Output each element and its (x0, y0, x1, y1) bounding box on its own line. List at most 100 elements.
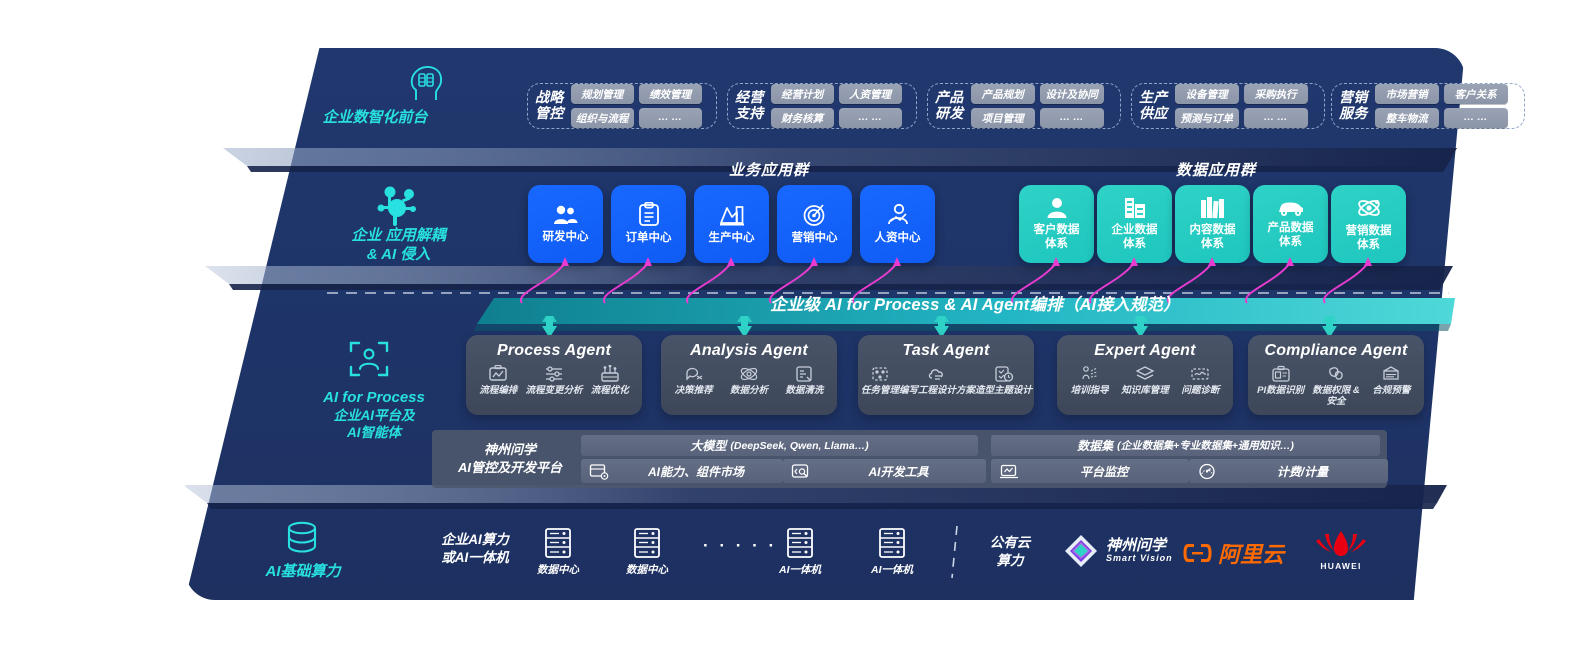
app-card-marketing[interactable]: 营销中心 (777, 185, 852, 263)
chip[interactable]: 采购执行 (1243, 84, 1308, 104)
agent-task-item-0[interactable]: 任务管理 (861, 365, 899, 397)
platform-dev-tools[interactable]: AI开发工具 (783, 459, 986, 483)
vendor-smartvision-cn: 神州问学 (1106, 536, 1167, 554)
chip[interactable]: 绩效管理 (638, 84, 702, 104)
chip[interactable]: 设计及协同 (1039, 84, 1104, 104)
agent-compliance-item-0[interactable]: PI数据识别 (1253, 365, 1308, 397)
agent-card-analysis[interactable]: Analysis Agent 决策推荐 数据分析 数据清洗 (661, 335, 837, 415)
platform-dataset-bar[interactable]: 数据集 (企业数据集+专业数据集+通用知识…) (991, 435, 1380, 456)
agent-card-compliance[interactable]: Compliance Agent PI数据识别 数据权限 & 安全 合规预警 (1248, 335, 1424, 415)
agent-task-item-2[interactable]: 造型主题设计 (975, 365, 1032, 397)
components-market-icon (589, 463, 609, 480)
domain-group-2[interactable]: 产品 研发 产品规划 设计及协同 项目管理 … … (927, 83, 1121, 129)
chip[interactable]: … … (638, 108, 702, 128)
infra-public-cloud-l1: 公有云 (989, 535, 1031, 550)
chip[interactable]: 预测与订单 (1174, 108, 1239, 128)
chip[interactable]: 客户关系 (1443, 84, 1508, 104)
agent-card-process[interactable]: Process Agent 流程编排 流程变更分析 流程优化 (466, 335, 642, 415)
domain-group-3[interactable]: 生产 供应 设备管理 采购执行 预测与订单 … … (1131, 83, 1325, 129)
domain-group-2-chips: 产品规划 设计及协同 项目管理 … … (970, 84, 1104, 128)
agent-process-item-2[interactable]: 流程优化 (583, 365, 638, 397)
vendor-aliyun[interactable]: 阿里云 (1183, 537, 1284, 569)
infra-node-1[interactable]: 数据中心 (617, 527, 677, 577)
agent-task-item-1[interactable]: 编写工程设计方案 (899, 365, 975, 397)
chip[interactable]: … … (1039, 108, 1104, 128)
server-rack-icon (632, 527, 662, 559)
domain-group-0-chips: 规划管理 绩效管理 组织与流程 … … (570, 84, 702, 128)
infra-node-4[interactable]: AI一体机 (862, 527, 922, 577)
chip[interactable]: 项目管理 (970, 108, 1035, 128)
chip[interactable]: 规划管理 (570, 84, 634, 104)
agent-compliance-item-2[interactable]: 合规预警 (1364, 365, 1419, 397)
car-icon (1277, 199, 1305, 217)
domain-group-1-name: 经营 支持 (735, 89, 764, 121)
platform-dataset-sub: (企业数据集+专业数据集+通用知识…) (1117, 440, 1294, 452)
smartvision-logo-icon (1062, 532, 1100, 570)
agent-analysis-item-0[interactable]: 决策推荐 (666, 365, 721, 397)
cloud-write-icon (927, 365, 947, 383)
connector-arrows (519, 257, 1372, 304)
vendor-smartvision[interactable]: 神州问学 Smart Vision (1062, 532, 1173, 570)
platform-billing-label: 计费/计量 (1276, 464, 1329, 479)
agent-down-arrows (542, 316, 1337, 338)
platform-components-market[interactable]: AI能力、组件市场 (581, 459, 783, 483)
app-card-rd[interactable]: 研发中心 (528, 185, 603, 263)
chip[interactable]: 人资管理 (838, 84, 902, 104)
platform-llm-bar[interactable]: 大模型 (DeepSeek, Qwen, Llama…) (581, 435, 978, 456)
agent-compliance-item-1[interactable]: 数据权限 & 安全 (1308, 365, 1363, 408)
data-card-product[interactable]: 产品数据 体系 (1253, 185, 1328, 263)
infra-public-cloud: 公有云 算力 (975, 534, 1045, 570)
domain-group-1[interactable]: 经营 支持 经营计划 人资管理 财务核算 … … (727, 83, 917, 129)
platform-billing[interactable]: 计费/计量 (1189, 459, 1388, 483)
app-card-production-label: 生产中心 (708, 231, 755, 244)
server-rack-icon (785, 527, 815, 559)
agent-analysis-item-2[interactable]: 数据清洗 (777, 365, 832, 397)
domain-group-4[interactable]: 营销 服务 市场营销 客户关系 整车物流 … … (1331, 83, 1525, 129)
chip[interactable]: 整车物流 (1374, 108, 1439, 128)
data-card-marketing[interactable]: 营销数据 体系 (1331, 185, 1406, 263)
chip[interactable]: … … (838, 108, 902, 128)
app-card-order[interactable]: 订单中心 (611, 185, 686, 263)
data-card-content[interactable]: 内容数据 体系 (1175, 185, 1250, 263)
data-card-enterprise[interactable]: 企业数据 体系 (1097, 185, 1172, 263)
agent-expert-item-2[interactable]: 问题诊断 (1173, 365, 1228, 397)
domain-group-4-name: 营销 服务 (1339, 89, 1368, 121)
server-rack-icon (543, 527, 573, 559)
data-card-enterprise-l1: 企业数据 (1111, 224, 1158, 237)
person-chart-icon (885, 203, 911, 227)
app-card-hr[interactable]: 人资中心 (860, 185, 935, 263)
infra-node-3[interactable]: AI一体机 (770, 527, 830, 577)
domain-group-4-chips: 市场营销 客户关系 整车物流 … … (1374, 84, 1508, 128)
platform-dataset-main: 数据集 (1077, 439, 1114, 453)
platform-monitor[interactable]: 平台监控 (991, 459, 1189, 483)
data-card-customer[interactable]: 客户数据 体系 (1019, 185, 1094, 263)
chip[interactable]: 经营计划 (770, 84, 834, 104)
platform-name-l1: 神州问学 (483, 442, 536, 457)
agent-analysis-item-1[interactable]: 数据分析 (721, 365, 776, 397)
chip[interactable]: 设备管理 (1174, 84, 1239, 104)
chip[interactable]: … … (1443, 108, 1508, 128)
agent-process-item-0[interactable]: 流程编排 (471, 365, 526, 397)
optimize-icon (600, 365, 620, 383)
data-card-customer-l2: 体系 (1045, 238, 1068, 250)
app-card-production[interactable]: 生产中心 (694, 185, 769, 263)
data-card-content-l1: 内容数据 (1189, 224, 1236, 237)
person-scan-icon (349, 341, 389, 377)
chip[interactable]: 产品规划 (970, 84, 1035, 104)
ellipsis-icon: · · · · · (703, 536, 778, 555)
rail-ai-line3: AI智能体 (347, 425, 401, 441)
agent-expert-item-1[interactable]: 知识库管理 (1117, 365, 1172, 397)
agent-card-task[interactable]: Task Agent 任务管理 编写工程设计方案 造型主题设计 (858, 335, 1034, 415)
domain-group-0-name: 战略 管控 (535, 89, 564, 121)
chip[interactable]: … … (1243, 108, 1308, 128)
domain-group-0[interactable]: 战略 管控 规划管理 绩效管理 组织与流程 … … (527, 83, 717, 129)
chip[interactable]: 财务核算 (770, 108, 834, 128)
rail-compute-text: AI基础算力 (265, 563, 341, 580)
agent-expert-item-0[interactable]: 培训指导 (1062, 365, 1117, 397)
vendor-huawei[interactable]: HUAWEI (1315, 528, 1367, 571)
agent-card-expert[interactable]: Expert Agent 培训指导 知识库管理 问题诊断 (1057, 335, 1233, 415)
chip[interactable]: 组织与流程 (570, 108, 634, 128)
agent-process-item-1[interactable]: 流程变更分析 (526, 365, 583, 397)
chip[interactable]: 市场营销 (1374, 84, 1439, 104)
infra-node-0[interactable]: 数据中心 (528, 527, 588, 577)
